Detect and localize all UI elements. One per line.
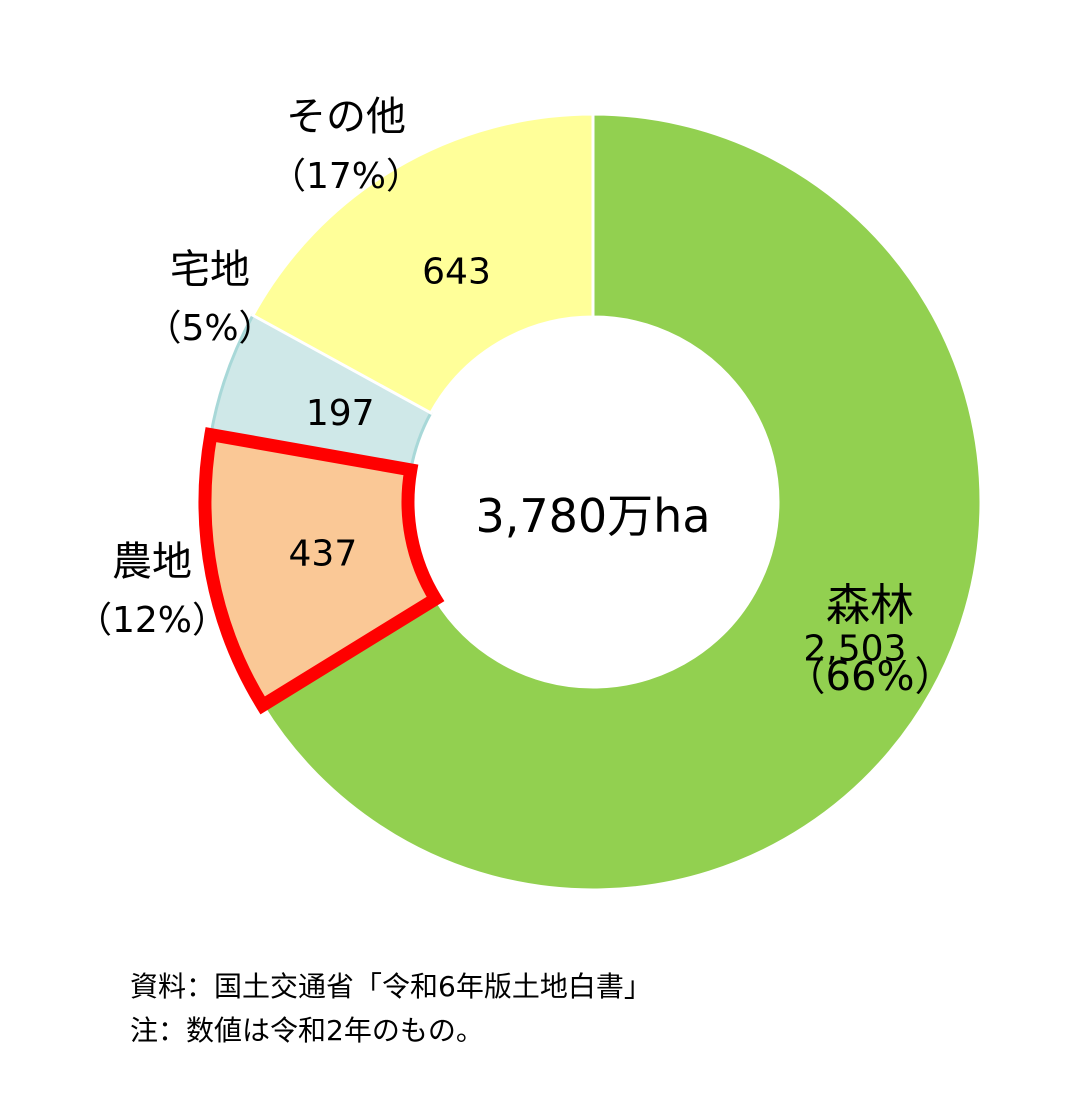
center-label: 3,780万ha xyxy=(475,489,710,543)
donut-slices xyxy=(198,112,983,892)
percent-label-forest: （66%） xyxy=(786,654,955,700)
slice-other xyxy=(250,112,595,416)
percent-label-other: （17%） xyxy=(270,156,422,197)
slice-farmland xyxy=(198,427,445,715)
value-label-forest: 2,503 xyxy=(803,628,906,669)
category-label-residential: 宅地 xyxy=(170,247,250,293)
slice-forest xyxy=(260,112,983,892)
category-label-other: その他 xyxy=(286,94,406,140)
value-label-farmland: 437 xyxy=(289,534,358,575)
category-label-forest: 森林 xyxy=(826,580,914,631)
value-label-other: 643 xyxy=(422,251,491,292)
percent-label-residential: （5%） xyxy=(145,308,274,349)
footnote: 注：数値は令和2年のもの。 xyxy=(130,1014,484,1047)
value-label-residential: 197 xyxy=(306,393,375,434)
percent-label-farmland: （12%） xyxy=(76,600,228,641)
source-note: 資料：国土交通省「令和6年版土地白書」 xyxy=(130,970,652,1003)
category-label-farmland: 農地 xyxy=(112,539,192,585)
